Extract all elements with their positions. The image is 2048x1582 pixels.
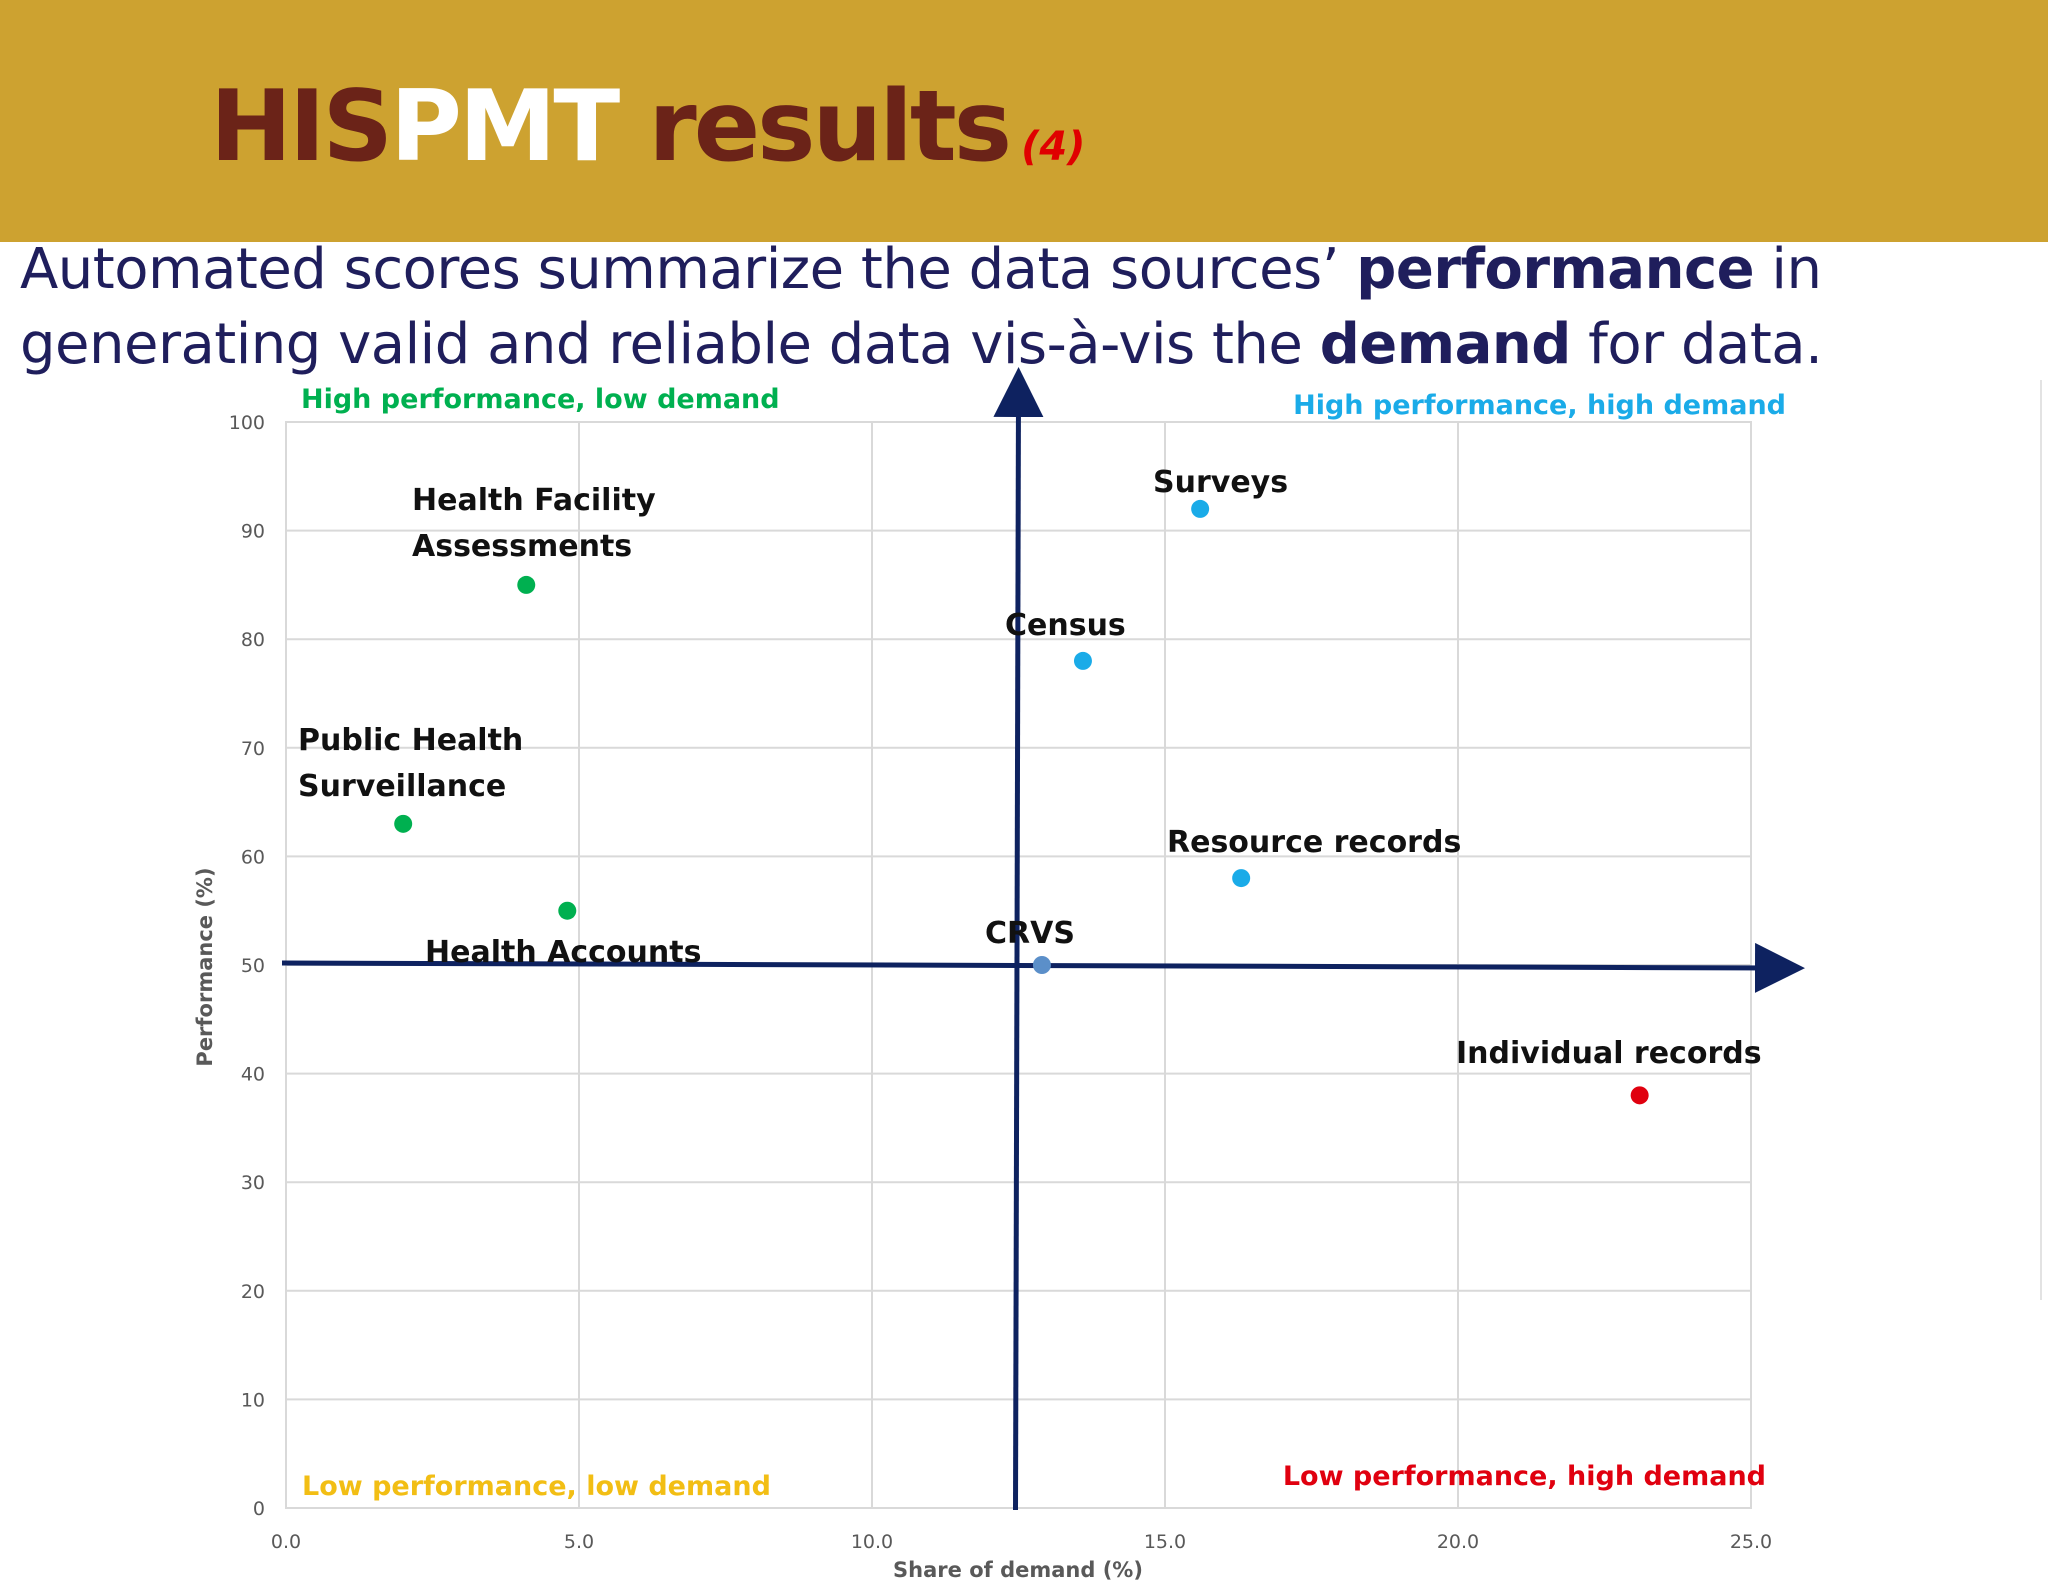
point-label: Individual records [1456, 1036, 1762, 1071]
data-point [558, 901, 577, 920]
quadrant-label: High performance, high demand [1293, 390, 1786, 421]
subtitle-bold-demand: demand [1319, 312, 1572, 377]
data-point [1191, 499, 1210, 518]
point-label: Resource records [1167, 825, 1461, 860]
data-point [394, 814, 413, 833]
subtitle-text-3: for data. [1570, 312, 1823, 377]
x-tick-label: 10.0 [851, 1531, 893, 1553]
point-label: Surveys [1153, 465, 1288, 500]
slide-edge-divider [2040, 380, 2048, 1300]
point-label: Census [1005, 608, 1126, 643]
title-part-1: HIS [210, 70, 393, 184]
point-label-line: Surveillance [298, 769, 506, 804]
x-tick-label: 0.0 [271, 1531, 301, 1553]
quadrant-labels: High performance, low demand High perform… [301, 384, 1786, 1502]
data-point [1232, 869, 1251, 888]
title-part-2: PMT [390, 70, 620, 184]
point-label-line: Resource records [1167, 825, 1461, 860]
point-label-line: Assessments [412, 529, 632, 564]
quadrant-label: High performance, low demand [301, 384, 780, 415]
point-label-line: Surveys [1153, 465, 1288, 500]
point-label-line: CRVS [985, 916, 1075, 951]
y-tick-label: 60 [241, 846, 265, 868]
subtitle-bold-performance: performance [1356, 237, 1755, 302]
point-label: Public Health Surveillance [298, 723, 523, 804]
data-point [517, 575, 536, 594]
title-part-3: results [617, 70, 1012, 184]
x-tick-label: 20.0 [1437, 1531, 1479, 1553]
subtitle-text-1: Automated scores summarize the data sour… [20, 237, 1357, 302]
point-label-line: Health Accounts [425, 935, 701, 970]
x-tick-label: 15.0 [1144, 1531, 1186, 1553]
vertical-divider-arrow [993, 367, 1044, 1511]
data-points [394, 499, 1649, 1105]
y-tick-label: 20 [241, 1281, 265, 1303]
axis-ticks: 0 10 20 30 40 50 60 70 80 90 100 0.0 5.0 10.0 15.0 20.0… [229, 412, 1772, 1553]
subtitle-text-2: in generating valid and reliable data vi… [20, 237, 1822, 377]
title-number: (4) [1021, 124, 1086, 170]
point-label-line: Individual records [1456, 1036, 1762, 1071]
horizontal-divider-arrow [281, 942, 1805, 993]
y-tick-label: 80 [241, 629, 265, 651]
y-tick-label: 50 [241, 955, 265, 977]
point-label: Health Accounts [425, 935, 701, 970]
title-banner [0, 0, 2048, 242]
quadrant-label: Low performance, high demand [1283, 1461, 1766, 1492]
quadrant-dividers [281, 367, 1805, 1511]
point-label: CRVS [985, 916, 1075, 951]
point-label-line: Census [1005, 608, 1126, 643]
y-tick-label: 100 [229, 412, 265, 434]
slide-subtitle: Automated scores summarize the data sour… [20, 232, 2040, 382]
y-tick-label: 10 [241, 1389, 265, 1411]
y-tick-label: 70 [241, 738, 265, 760]
y-tick-label: 30 [241, 1172, 265, 1194]
point-label-line: Public Health [298, 723, 523, 758]
slide-title: HISPMT results (4) [210, 78, 1085, 176]
data-point [1630, 1086, 1649, 1105]
y-tick-label: 0 [253, 1498, 265, 1520]
x-tick-label: 25.0 [1730, 1531, 1772, 1553]
point-label-line: Health Facility [412, 483, 656, 518]
quadrant-label: Low performance, low demand [302, 1471, 771, 1502]
x-axis-title: Share of demand (%) [893, 1558, 1143, 1582]
data-point [1032, 956, 1051, 974]
y-tick-label: 40 [241, 1064, 265, 1086]
y-tick-label: 90 [241, 521, 265, 543]
data-point [1073, 651, 1092, 670]
point-label: Health Facility Assessments [412, 483, 656, 564]
point-labels: Health Facility Assessments Public Health S… [298, 465, 1762, 1071]
y-axis-title: Performance (%) [193, 867, 217, 1066]
x-tick-label: 5.0 [564, 1531, 594, 1553]
